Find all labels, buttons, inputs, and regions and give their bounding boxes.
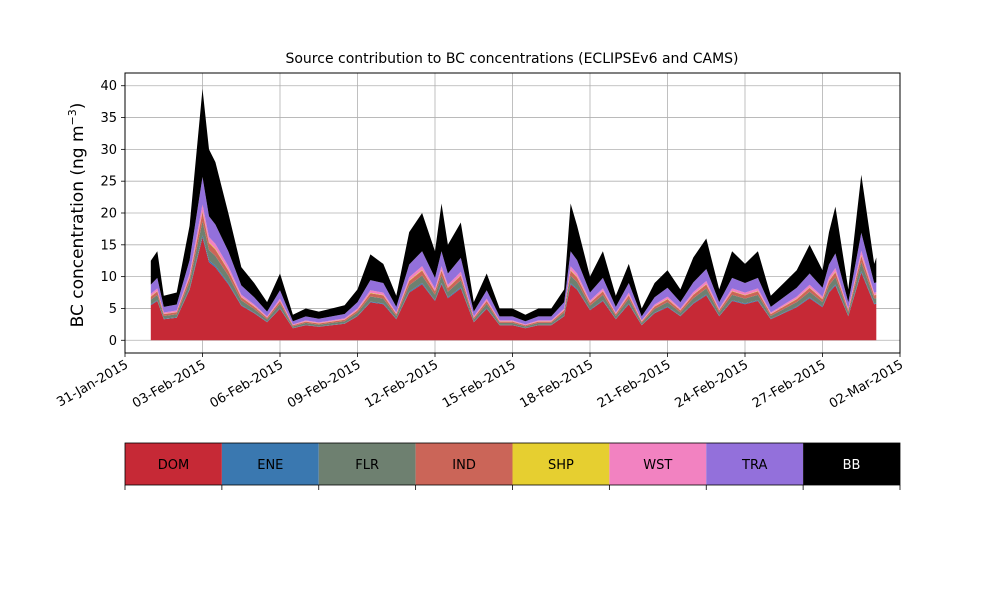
legend-swatch-ene (221, 443, 319, 485)
legend-label-dom: DOM (158, 458, 189, 473)
stacked-areas (150, 88, 877, 341)
y-tick-label: 25 (100, 175, 117, 190)
legend-label-shp: SHP (548, 458, 574, 473)
legend-swatch-flr (318, 443, 416, 485)
area-tra (150, 176, 877, 325)
legend-label-ind: IND (452, 458, 476, 473)
legend-swatch-shp (512, 443, 610, 485)
legend-swatch-bb (803, 443, 900, 485)
y-tick-label: 5 (109, 302, 117, 317)
chart-title: Source contribution to BC concentrations… (285, 51, 738, 67)
legend-swatch-wst (609, 443, 707, 485)
legend-label-tra: TRA (741, 458, 767, 473)
y-tick-label: 40 (100, 79, 117, 94)
y-tick-label: 35 (100, 111, 117, 126)
legend-colorbar: DOM ENE FLR IND SHP WST TRA BB (124, 442, 901, 490)
legend-swatch-dom (125, 443, 222, 485)
y-tick-label: 0 (109, 334, 117, 349)
legend-label-flr: FLR (355, 458, 379, 473)
area-flr (150, 221, 877, 328)
y-tick-label: 20 (100, 207, 117, 222)
legend-label-bb: BB (843, 458, 861, 473)
area-bb (150, 88, 877, 322)
area-dom (150, 237, 877, 341)
y-axis-label: BC concentration (ng m−3) (66, 103, 88, 328)
y-ticks: 0 5 10 15 20 25 30 35 40 (100, 79, 125, 349)
legend-swatch-tra (706, 443, 804, 485)
y-tick-label: 10 (100, 270, 117, 285)
legend-label-ene: ENE (257, 458, 283, 473)
y-tick-label: 30 (100, 143, 117, 158)
legend-swatch-ind (415, 443, 513, 485)
y-tick-label: 15 (100, 238, 117, 253)
legend-label-wst: WST (643, 458, 672, 473)
